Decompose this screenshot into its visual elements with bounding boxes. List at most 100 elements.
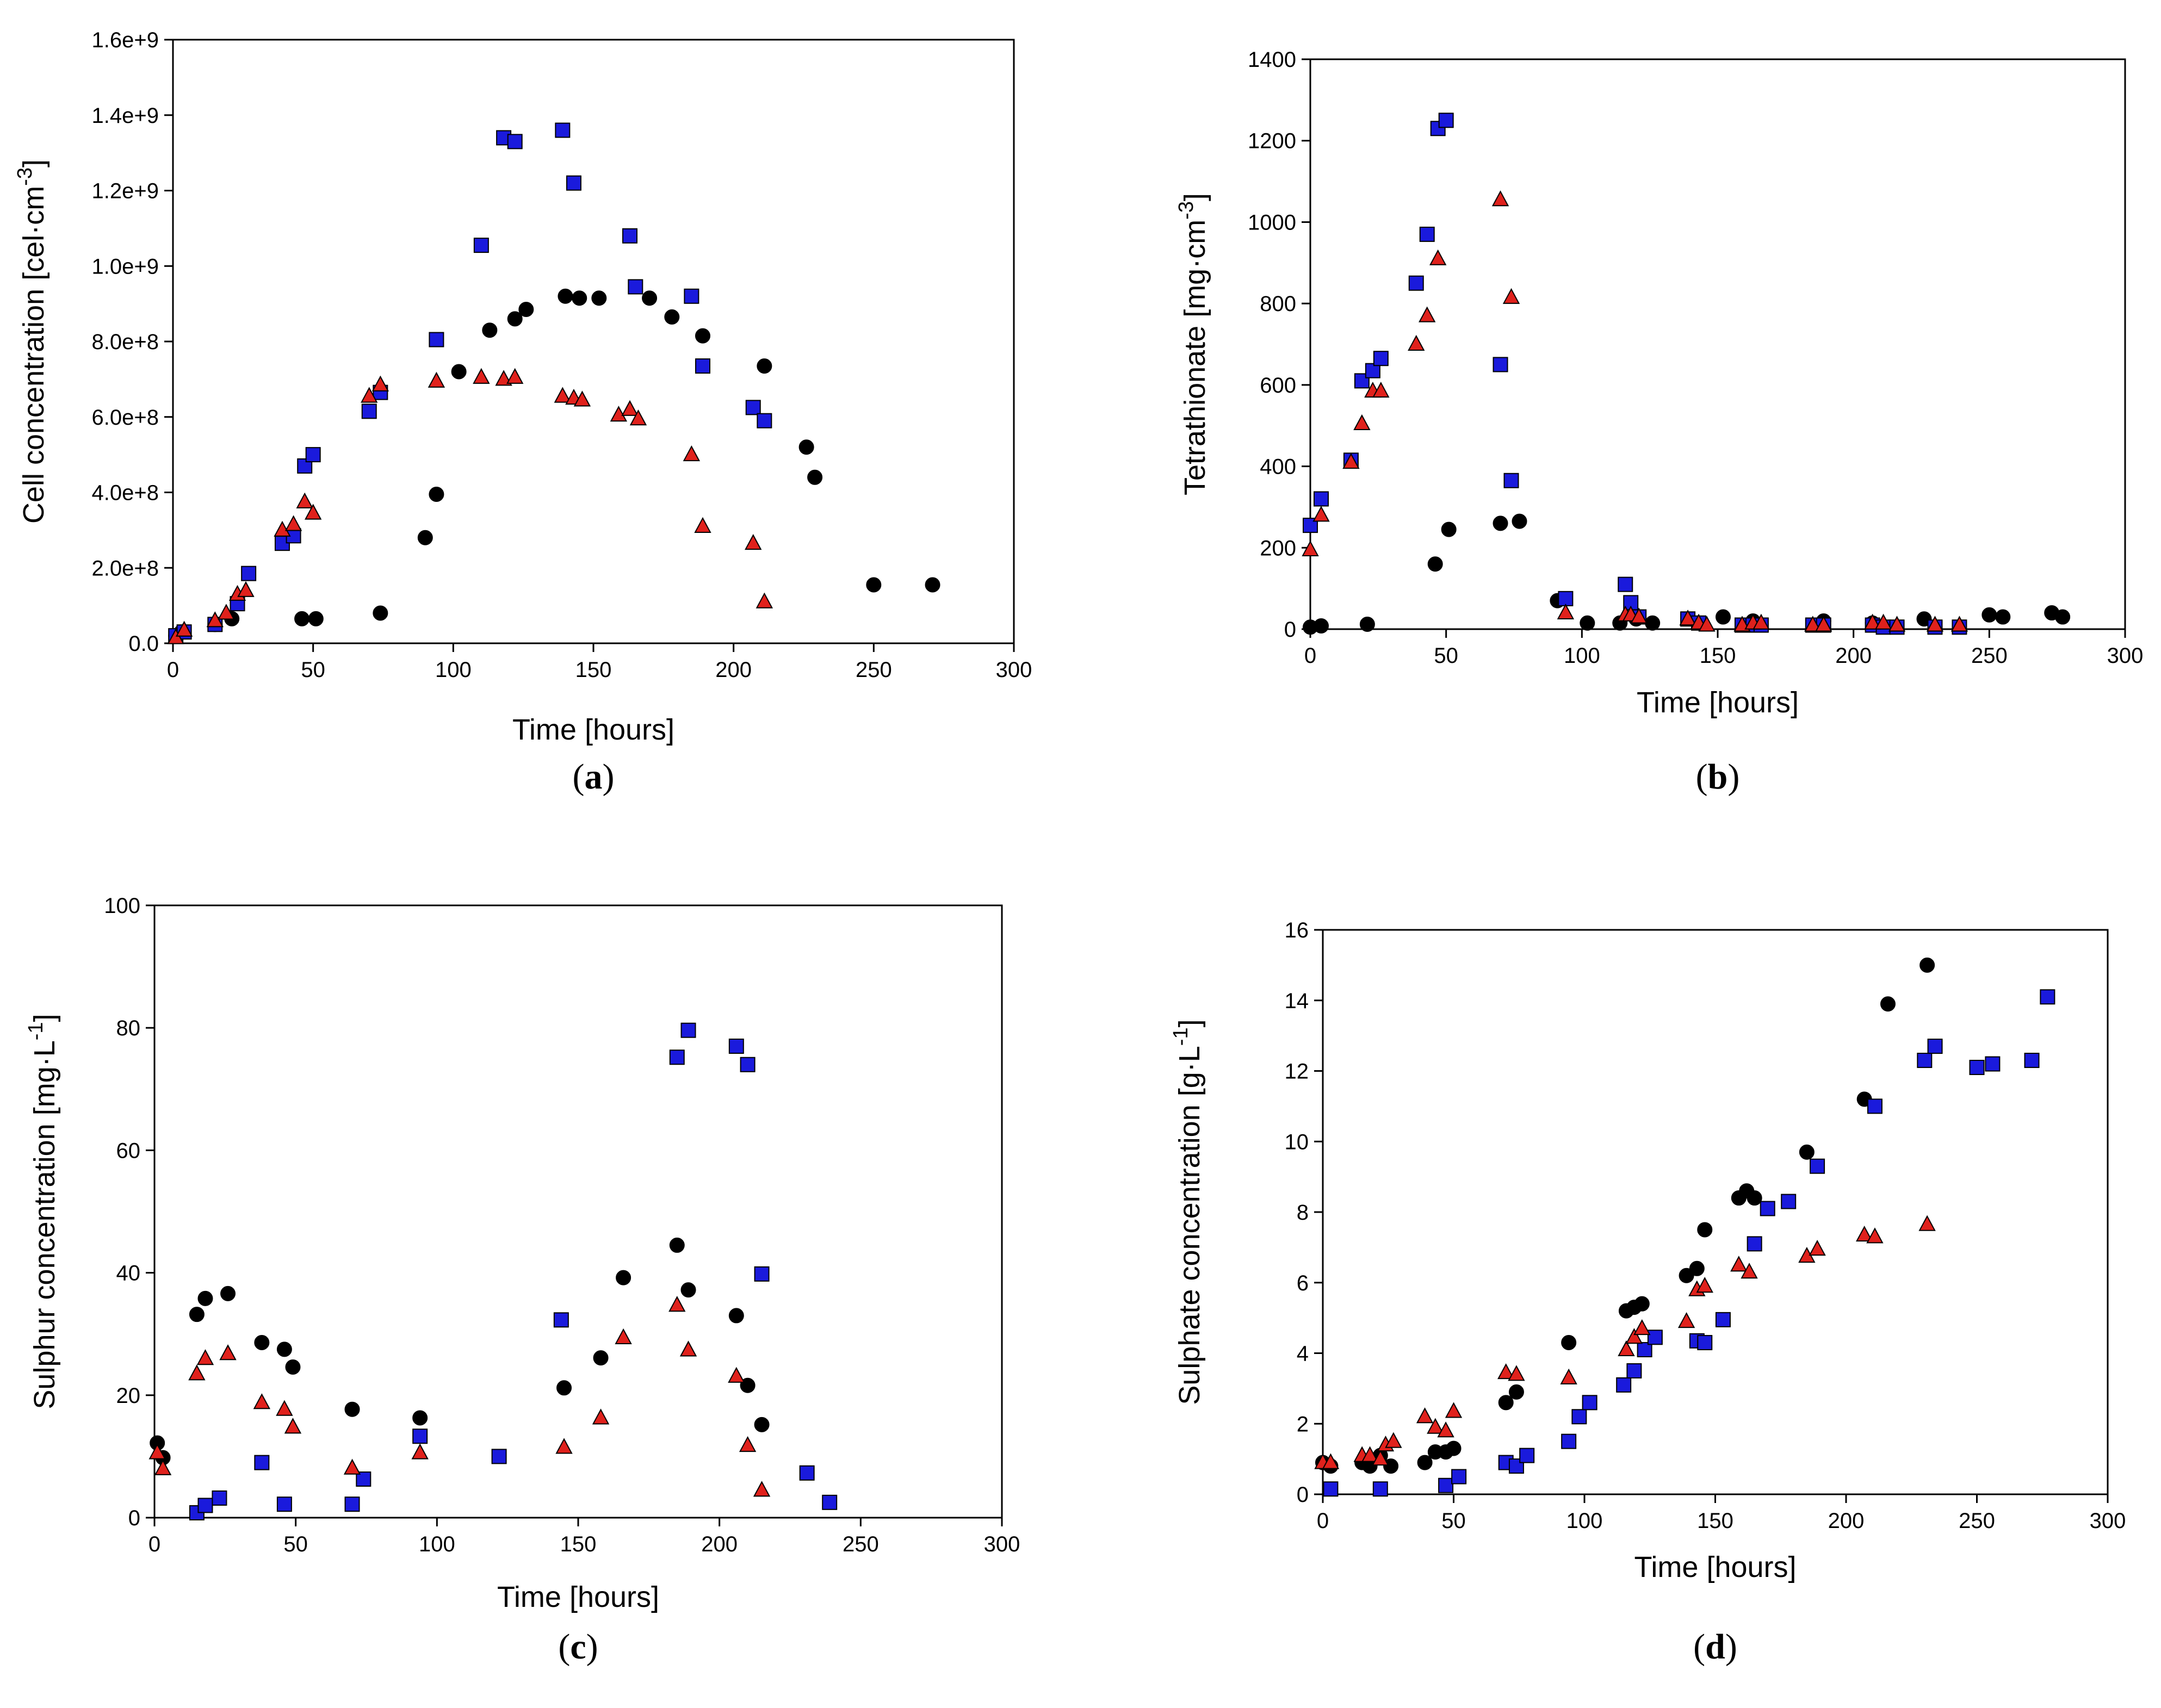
point-square	[1519, 1448, 1535, 1463]
point-square	[2040, 989, 2055, 1005]
panel-caption: (d)	[1693, 1627, 1737, 1667]
point-square	[1503, 473, 1519, 488]
point-square	[241, 566, 257, 581]
point-triangle	[1815, 616, 1832, 632]
x-tick-label: 50	[283, 1532, 308, 1556]
chart-c: 0 50 100 150 200 250 300 0 20 40 60 80 100 Time [hour…	[24, 894, 1020, 1667]
point-triangle	[1302, 540, 1319, 557]
x-tick-label: 0	[1304, 644, 1316, 668]
point-circle	[294, 611, 310, 626]
series-circle	[168, 288, 940, 644]
point-triangle	[615, 1328, 632, 1344]
point-triangle	[1809, 1240, 1826, 1256]
x-tick-label: 0	[167, 658, 179, 682]
point-square	[212, 1490, 227, 1506]
point-triangle	[1361, 1446, 1379, 1462]
point-square	[1493, 357, 1508, 372]
point-circle	[728, 1308, 744, 1324]
y-tick-label: 0.0	[128, 632, 159, 656]
caption-letter: c	[570, 1627, 586, 1667]
y-tick-label: 0	[1284, 618, 1296, 642]
y-tick-label: 4	[1297, 1342, 1309, 1366]
y-tick-label: 100	[104, 894, 140, 918]
panel-caption: (c)	[558, 1627, 598, 1667]
point-triangle	[1874, 613, 1892, 630]
y-axis-label-close: ]	[28, 1014, 61, 1022]
y-tick-label: 10	[1285, 1130, 1309, 1154]
point-circle	[664, 309, 680, 325]
point-circle	[925, 577, 940, 593]
point-square	[1372, 1481, 1388, 1497]
point-square	[344, 1496, 360, 1512]
point-triangle	[284, 1418, 302, 1434]
caption-paren-close: )	[586, 1627, 598, 1667]
point-circle	[591, 290, 607, 306]
point-square	[1810, 1158, 1825, 1174]
y-axis-label: Sulphur concentration [mg·L-1]	[24, 1014, 61, 1409]
point-triangle	[592, 1408, 610, 1425]
point-square	[2024, 1053, 2040, 1069]
point-circle	[1441, 521, 1457, 537]
x-tick-label: 300	[984, 1532, 1020, 1556]
caption-paren-open: (	[1696, 757, 1708, 797]
point-triangle	[1408, 334, 1425, 351]
x-tick-label: 200	[1835, 644, 1872, 668]
point-circle	[344, 1401, 360, 1417]
plot-frame	[153, 904, 1003, 1519]
point-circle	[558, 288, 573, 304]
point-circle	[1689, 1260, 1705, 1276]
point-triangle	[296, 492, 313, 508]
point-triangle	[1385, 1432, 1402, 1448]
y-tick-label: 1.4e+9	[92, 104, 159, 128]
point-square	[507, 134, 523, 150]
chart-a: 0 50 100 150 200 250 300 0.0 2.0e+8 4.0e+8 6.0e+8 8…	[14, 28, 1032, 797]
point-circle	[556, 1380, 572, 1396]
point-triangle	[154, 1459, 172, 1475]
point-circle	[197, 1290, 213, 1306]
point-triangle	[621, 400, 639, 416]
x-tick-label: 150	[1700, 644, 1736, 668]
point-square	[1927, 1039, 1943, 1054]
point-circle	[482, 322, 498, 338]
point-square	[1508, 1458, 1524, 1474]
point-circle	[1508, 1384, 1524, 1400]
caption-paren-open: (	[558, 1627, 570, 1667]
point-circle	[593, 1350, 609, 1366]
point-triangle	[573, 390, 591, 407]
x-tick-label: 200	[701, 1532, 738, 1556]
x-tick-label: 300	[2090, 1509, 2126, 1533]
x-tick-label: 150	[560, 1532, 597, 1556]
point-triangle	[555, 1438, 573, 1454]
point-square	[1408, 275, 1424, 291]
y-tick-label: 200	[1260, 536, 1296, 560]
point-triangle	[1730, 1256, 1748, 1272]
point-triangle	[1557, 603, 1575, 620]
point-circle	[429, 486, 444, 502]
y-tick-label: 1.6e+9	[92, 28, 159, 52]
point-triangle	[343, 1458, 361, 1475]
x-axis-label: Time [hours]	[1637, 686, 1799, 719]
x-tick-label: 250	[856, 658, 892, 682]
point-circle	[1679, 1268, 1694, 1283]
point-square	[555, 122, 571, 138]
point-square	[1313, 491, 1329, 507]
y-tick-label: 1.2e+9	[92, 179, 159, 203]
y-axis-label-main: Tetrathionate [mg·cm	[1179, 220, 1211, 495]
point-triangle	[1677, 1312, 1695, 1328]
y-tick-label: 60	[116, 1139, 141, 1163]
caption-paren-open: (	[1693, 1627, 1705, 1667]
point-circle	[1493, 515, 1508, 531]
point-triangle	[1497, 1363, 1515, 1380]
point-circle	[1995, 609, 2011, 625]
point-square	[276, 1496, 292, 1512]
point-triangle	[629, 409, 647, 426]
point-square	[1760, 1201, 1775, 1216]
point-circle	[507, 311, 523, 327]
y-tick-label: 600	[1260, 374, 1296, 398]
point-triangle	[683, 445, 701, 462]
point-circle	[642, 290, 658, 306]
x-tick-label: 50	[1434, 644, 1458, 668]
point-square	[622, 228, 637, 244]
x-tick-label: 150	[1697, 1509, 1733, 1533]
point-triangle	[361, 387, 378, 403]
